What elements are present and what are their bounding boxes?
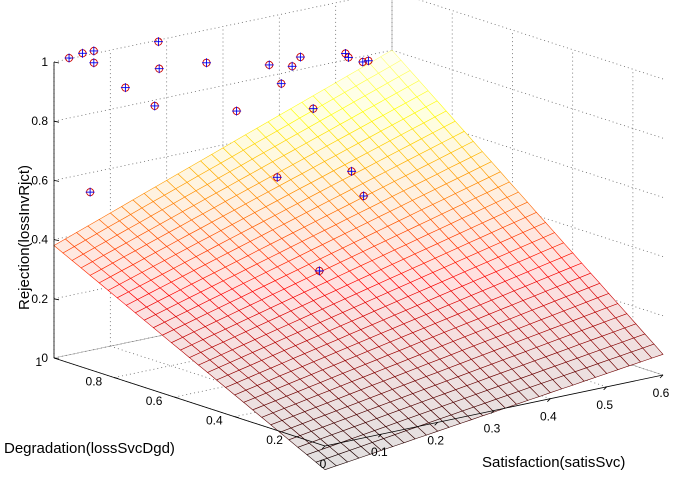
data-point [287, 61, 297, 71]
data-point [78, 48, 88, 58]
x-tick-mark [434, 422, 438, 426]
y-tick-label: 0.2 [266, 433, 283, 447]
x-tick-mark [378, 433, 382, 438]
z-tick-label: 0.8 [31, 114, 48, 128]
x-tick-label: 0.4 [540, 410, 557, 424]
z-tick-label: 0.2 [31, 292, 48, 306]
x-tick-mark [547, 398, 551, 402]
data-point [120, 83, 130, 93]
x-tick-label: 0.3 [484, 422, 501, 436]
x-tick-label: 0.5 [596, 398, 613, 412]
tick-labels: 00.10.20.30.40.50.60.20.40.60.81 00.20.40… [31, 55, 669, 471]
data-point [343, 52, 353, 62]
data-point [150, 101, 160, 111]
y-tick-label: 0.6 [146, 394, 163, 408]
data-point [154, 64, 164, 74]
z-tick-label: 0.4 [31, 233, 48, 247]
x-tick-label: 0.6 [653, 386, 670, 400]
grid-line [418, 0, 664, 80]
z-axis-label: Rejection(lossInvRjct) [16, 165, 33, 310]
surface [53, 49, 664, 471]
x-tick-label: 0 [320, 457, 327, 471]
data-points [64, 37, 373, 276]
data-point [153, 37, 163, 47]
data-point [272, 172, 282, 182]
y-tick-label: 0.8 [86, 375, 103, 389]
data-point [359, 191, 369, 201]
z-tick-label: 0 [41, 351, 48, 365]
data-point [89, 46, 99, 56]
z-tick-mark [53, 239, 60, 241]
z-tick-label: 0.6 [31, 173, 48, 187]
data-point [363, 56, 373, 66]
data-point [276, 79, 286, 89]
data-point [295, 52, 305, 62]
surface-patch [315, 457, 337, 471]
y-tick-mark [294, 435, 299, 438]
data-point [64, 53, 74, 63]
y-tick-label: 1 [35, 355, 42, 369]
data-point [89, 58, 99, 68]
y-tick-label: 0.4 [206, 414, 223, 428]
data-point [264, 60, 274, 70]
data-point [201, 58, 211, 68]
x-tick-mark [659, 374, 664, 379]
chart-axes [53, 61, 664, 450]
y-tick-mark [234, 416, 239, 419]
y-axis-label: Degradation(lossSvcDgd) [4, 440, 175, 457]
y-tick-mark [174, 396, 179, 399]
y-axis [53, 357, 326, 447]
z-tick-mark [53, 357, 60, 360]
z-tick-mark [53, 120, 60, 123]
data-point [232, 106, 242, 116]
grid-line [53, 0, 352, 63]
z-tick-mark [53, 61, 60, 64]
data-point [85, 187, 95, 197]
x-tick-label: 0.2 [427, 433, 444, 447]
z-tick-mark [53, 298, 60, 301]
y-tick-mark [114, 377, 119, 379]
z-tick-label: 1 [41, 55, 48, 69]
x-axis-label: Satisfaction(satisSvc) [482, 454, 625, 471]
x-tick-mark [490, 410, 495, 414]
data-point [314, 266, 324, 276]
x-tick-mark [603, 386, 607, 391]
data-point [308, 104, 318, 114]
z-tick-mark [53, 180, 60, 182]
grid-line [53, 109, 393, 181]
x-tick-label: 0.1 [371, 445, 388, 459]
data-point [358, 57, 368, 67]
data-point [347, 166, 357, 176]
x-tick-mark [321, 445, 326, 450]
